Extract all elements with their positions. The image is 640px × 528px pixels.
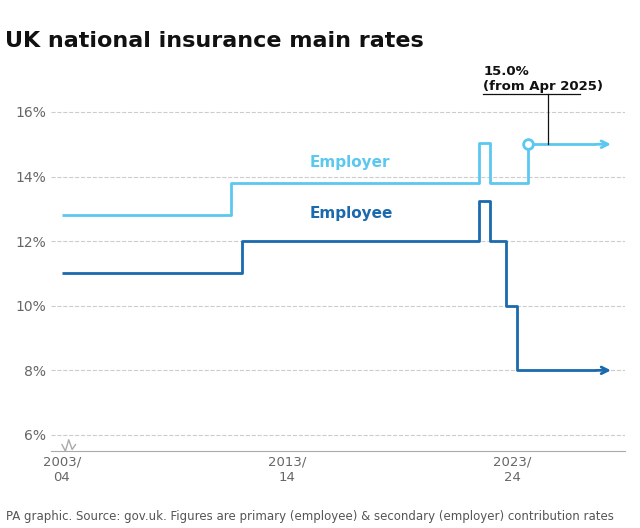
Text: 15.0%
(from Apr 2025): 15.0% (from Apr 2025): [483, 64, 603, 92]
Text: PA graphic. Source: gov.uk. Figures are primary (employee) & secondary (employer: PA graphic. Source: gov.uk. Figures are …: [6, 510, 614, 523]
Text: Employer: Employer: [310, 155, 390, 169]
Text: Employee: Employee: [310, 206, 393, 221]
Text: UK national insurance main rates: UK national insurance main rates: [4, 31, 424, 51]
